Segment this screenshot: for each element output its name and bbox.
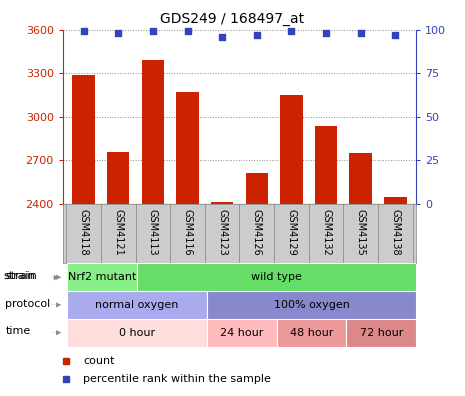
Bar bbox=[176, 92, 199, 396]
Bar bbox=[207, 291, 416, 319]
Text: GSM4135: GSM4135 bbox=[356, 209, 366, 255]
Text: GSM4132: GSM4132 bbox=[321, 209, 331, 255]
Bar bbox=[142, 60, 164, 396]
Point bbox=[149, 28, 157, 34]
Text: protocol: protocol bbox=[6, 299, 51, 308]
Text: count: count bbox=[83, 356, 115, 366]
Bar bbox=[246, 173, 268, 396]
Text: strain: strain bbox=[3, 271, 35, 281]
Text: wild type: wild type bbox=[251, 272, 302, 282]
Point bbox=[114, 30, 122, 36]
Text: GSM4126: GSM4126 bbox=[252, 209, 262, 255]
Bar bbox=[67, 263, 137, 291]
Text: normal oxygen: normal oxygen bbox=[95, 300, 179, 310]
Text: 100% oxygen: 100% oxygen bbox=[273, 300, 350, 310]
Point bbox=[288, 28, 295, 34]
Text: GSM4121: GSM4121 bbox=[113, 209, 123, 255]
Text: 72 hour: 72 hour bbox=[359, 327, 403, 338]
Text: percentile rank within the sample: percentile rank within the sample bbox=[83, 374, 271, 384]
Bar bbox=[384, 197, 407, 396]
Point bbox=[253, 32, 260, 38]
Text: Nrf2 mutant: Nrf2 mutant bbox=[68, 272, 137, 282]
Text: GSM4113: GSM4113 bbox=[148, 209, 158, 255]
Point bbox=[357, 30, 365, 36]
Bar bbox=[107, 152, 129, 396]
Point bbox=[219, 34, 226, 40]
Text: GDS249 / 168497_at: GDS249 / 168497_at bbox=[160, 12, 305, 26]
Text: GSM4138: GSM4138 bbox=[391, 209, 400, 255]
Bar bbox=[211, 202, 233, 396]
Point bbox=[80, 28, 87, 34]
Bar bbox=[280, 95, 303, 396]
Text: 0 hour: 0 hour bbox=[119, 327, 155, 338]
Text: 48 hour: 48 hour bbox=[290, 327, 333, 338]
Point bbox=[392, 32, 399, 38]
Bar bbox=[346, 319, 416, 346]
Text: GSM4123: GSM4123 bbox=[217, 209, 227, 255]
Bar bbox=[67, 319, 207, 346]
Text: 24 hour: 24 hour bbox=[220, 327, 264, 338]
Text: strain: strain bbox=[6, 271, 37, 281]
Text: GSM4116: GSM4116 bbox=[182, 209, 193, 255]
Text: GSM4129: GSM4129 bbox=[286, 209, 297, 255]
Bar bbox=[315, 126, 337, 396]
Point bbox=[184, 28, 191, 34]
Bar bbox=[350, 153, 372, 396]
Text: GSM4118: GSM4118 bbox=[79, 209, 88, 255]
Bar bbox=[72, 75, 95, 396]
Bar bbox=[67, 291, 207, 319]
Bar bbox=[207, 319, 277, 346]
Text: time: time bbox=[6, 326, 31, 336]
Point bbox=[322, 30, 330, 36]
Bar bbox=[277, 319, 346, 346]
Bar bbox=[137, 263, 416, 291]
